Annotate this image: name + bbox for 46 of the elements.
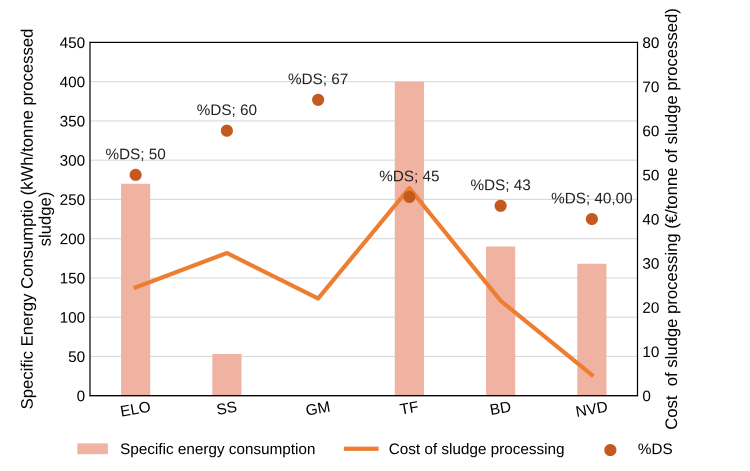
x-tick-label: NVD — [576, 401, 608, 417]
y-tick-label: 300 — [60, 155, 85, 166]
y-tick-label: 350 — [60, 116, 85, 127]
point — [403, 190, 416, 204]
y-tick-label: 100 — [60, 312, 85, 323]
y2-tick-label: 10 — [644, 346, 659, 358]
point — [130, 168, 142, 181]
y-tick-label: 150 — [60, 272, 85, 284]
legend-label: Cost of sludge processing — [390, 443, 564, 458]
point — [586, 212, 598, 226]
x-tick-label: SS — [216, 401, 237, 415]
y2-tick-label: 50 — [642, 170, 659, 181]
y2-tick-label: 70 — [643, 81, 659, 92]
x-tick-label: GM — [306, 401, 330, 416]
bar — [577, 264, 606, 396]
bar — [121, 184, 150, 396]
y-axis-title: Specific Energy Consumptio (kWh/tonne processed sludge) — [20, 30, 54, 409]
y2-tick-label: 60 — [643, 126, 659, 136]
bar — [486, 246, 516, 396]
point — [220, 124, 233, 137]
data-label: %DS; 45 — [380, 170, 439, 184]
data-label: %DS; 60 — [197, 104, 256, 117]
point — [494, 200, 507, 212]
y-tick-label: 450 — [60, 37, 85, 48]
y-tick-label: 50 — [68, 351, 85, 362]
data-label: %DS; 40,00 — [552, 192, 632, 206]
y-tick-label: 0 — [77, 390, 85, 402]
y2-tick-label: 80 — [643, 37, 659, 48]
data-label: %DS; 67 — [288, 73, 348, 86]
y2-tick-label: 40 — [642, 214, 659, 225]
y-tick-label: 250 — [60, 194, 85, 206]
data-label: %DS; 43 — [471, 179, 530, 192]
x-tick-label: ELO — [120, 401, 151, 417]
data-label: %DS; 50 — [106, 148, 166, 162]
bar — [212, 354, 242, 396]
y-tick-label: 400 — [60, 76, 85, 88]
legend-label: %DS — [638, 443, 672, 454]
y2-tick-label: 20 — [643, 302, 659, 314]
x-tick-label: TF — [399, 401, 419, 415]
legend-label: Specific energy consumption — [120, 443, 314, 458]
y-tick-label: 200 — [60, 234, 85, 244]
point — [312, 94, 324, 106]
y2-tick-label: 0 — [642, 390, 650, 402]
y2-tick-label: 30 — [642, 258, 659, 269]
x-tick-label: BD — [490, 401, 512, 415]
y2-axis-title: Cost of sludge processing (€/tonne of sludge processed) — [664, 9, 680, 429]
